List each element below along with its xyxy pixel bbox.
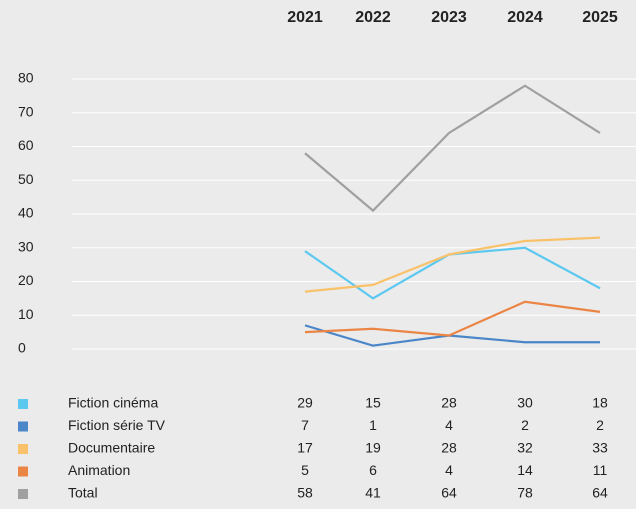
legend-label: Documentaire	[68, 440, 155, 456]
x-tick-label: 2024	[507, 9, 543, 26]
legend-label: Animation	[68, 462, 130, 478]
legend-swatch	[18, 489, 28, 499]
x-tick-label: 2025	[582, 9, 618, 26]
table-value: 4	[445, 462, 453, 478]
x-tick-label: 2021	[287, 9, 323, 26]
series-line	[304, 300, 601, 337]
series-line	[304, 84, 601, 213]
series-line	[304, 246, 601, 300]
x-tick-label: 2023	[431, 9, 467, 26]
table-value: 30	[517, 395, 533, 411]
table-value: 29	[297, 395, 313, 411]
table-value: 64	[592, 485, 608, 501]
table-value: 58	[297, 485, 313, 501]
legend-swatch	[18, 444, 28, 454]
table-value: 2	[596, 417, 604, 433]
y-tick-label: 20	[18, 272, 34, 288]
table-value: 5	[301, 462, 309, 478]
legend-label: Total	[68, 485, 98, 501]
y-tick-label: 10	[18, 306, 34, 322]
table-value: 2	[521, 417, 529, 433]
table-value: 14	[517, 462, 533, 478]
table-value: 41	[365, 485, 381, 501]
table-value: 6	[369, 462, 377, 478]
series-line	[304, 236, 601, 293]
legend-label: Fiction cinéma	[68, 395, 158, 411]
table-value: 28	[441, 440, 457, 456]
table-value: 7	[301, 417, 309, 433]
table-value: 28	[441, 395, 457, 411]
table-value: 33	[592, 440, 608, 456]
y-tick-label: 50	[18, 171, 34, 187]
table-value: 4	[445, 417, 453, 433]
legend-swatch	[18, 466, 28, 477]
y-tick-label: 40	[18, 205, 34, 221]
y-tick-label: 80	[18, 70, 34, 86]
y-tick-label: 0	[18, 340, 26, 356]
table-value: 17	[297, 440, 313, 456]
series-line	[304, 324, 600, 347]
legend-swatch	[18, 421, 28, 432]
table-value: 19	[365, 440, 381, 456]
table-value: 11	[593, 462, 608, 478]
table-value: 64	[441, 485, 457, 501]
legend-swatch	[18, 399, 28, 409]
table-value: 78	[517, 485, 533, 501]
y-tick-label: 70	[18, 103, 34, 119]
y-tick-label: 30	[18, 238, 34, 254]
y-tick-label: 60	[18, 137, 34, 153]
table-value: 1	[369, 417, 377, 433]
legend-label: Fiction série TV	[68, 417, 166, 433]
table-value: 18	[592, 395, 608, 411]
table-value: 32	[517, 440, 533, 456]
x-tick-label: 2022	[355, 9, 391, 26]
table-value: 15	[365, 395, 381, 411]
